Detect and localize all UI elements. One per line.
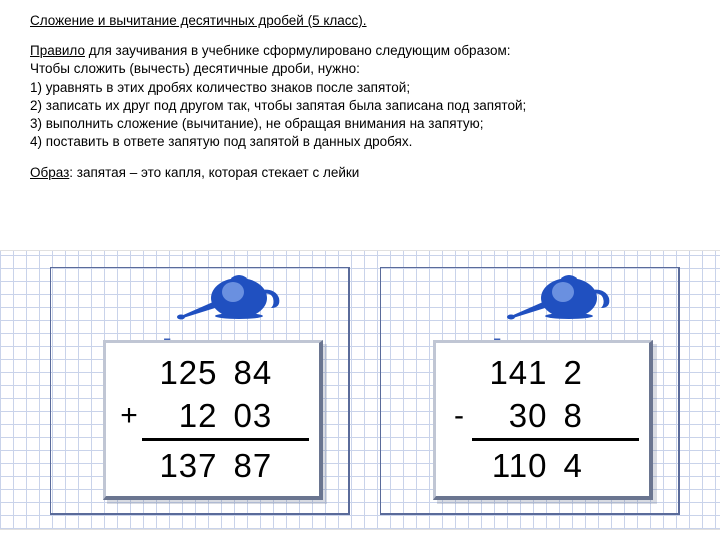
sub-row2-left: 30 xyxy=(472,397,548,435)
rules-list: Чтобы сложить (вычесть) десятичные дроби… xyxy=(30,60,690,151)
operator-plus: + xyxy=(116,399,142,433)
add-row2-left: 12 xyxy=(142,397,218,435)
rule-4: 4) поставить в ответе запятую под запято… xyxy=(30,133,690,151)
rule-lead: Чтобы сложить (вычесть) десятичные дроби… xyxy=(30,60,690,78)
teapot-icon xyxy=(501,264,621,322)
horizontal-rule xyxy=(142,438,309,441)
metaphor-underlined: Образ xyxy=(30,165,69,180)
add-row3-left: 137 xyxy=(142,447,218,485)
metaphor-rest: : запятая – это капля, которая стекает с… xyxy=(69,165,359,180)
text-block: Сложение и вычитание десятичных дробей (… xyxy=(0,0,720,182)
intro-underlined: Правило xyxy=(30,43,85,58)
horizontal-rule xyxy=(472,438,639,441)
add-row2-right: 03 xyxy=(234,397,310,435)
math-card-addition: + 125 84 12 03 137 87 xyxy=(103,340,323,500)
rule-1: 1) уравнять в этих дробях количество зна… xyxy=(30,79,690,97)
operator-minus: - xyxy=(446,399,472,433)
sub-row2-right: 8 xyxy=(564,397,640,435)
add-row1-left: 125 xyxy=(142,354,218,392)
add-row3-right: 87 xyxy=(234,447,310,485)
rule-3: 3) выполнить сложение (вычитание), не об… xyxy=(30,115,690,133)
sub-row1-right: 2 xyxy=(564,354,640,392)
math-card-subtraction: - 141 2 30 8 110 4 xyxy=(433,340,653,500)
page-title: Сложение и вычитание десятичных дробей (… xyxy=(30,12,690,30)
figure-area: , + 125 84 12 03 137 87 xyxy=(0,250,720,530)
metaphor-line: Образ: запятая – это капля, которая стек… xyxy=(30,164,690,182)
intro-line: Правило для заучивания в учебнике сформу… xyxy=(30,42,690,60)
add-row1-right: 84 xyxy=(234,354,310,392)
rule-2: 2) записать их друг под другом так, чтоб… xyxy=(30,97,690,115)
panel-subtraction: , - 141 2 30 8 110 4 xyxy=(380,267,680,515)
panel-addition: , + 125 84 12 03 137 87 xyxy=(50,267,350,515)
teapot-icon xyxy=(171,264,291,322)
intro-rest: для заучивания в учебнике сформулировано… xyxy=(85,43,511,58)
sub-row3-left: 110 xyxy=(472,447,548,485)
sub-row1-left: 141 xyxy=(472,354,548,392)
sub-row3-right: 4 xyxy=(564,447,640,485)
